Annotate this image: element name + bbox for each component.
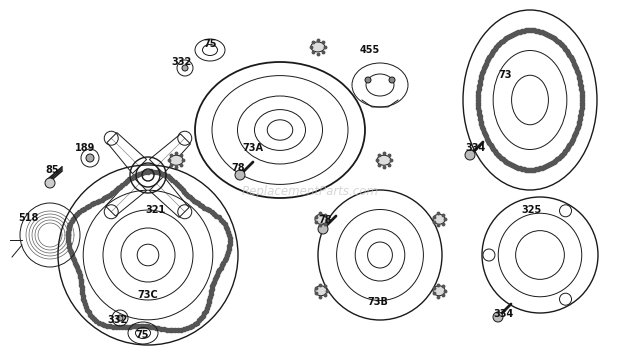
Ellipse shape bbox=[315, 214, 327, 224]
Text: 73: 73 bbox=[498, 70, 511, 80]
Circle shape bbox=[182, 65, 188, 71]
Circle shape bbox=[235, 170, 245, 180]
Circle shape bbox=[318, 224, 328, 234]
Text: 78: 78 bbox=[231, 163, 245, 173]
Text: 75: 75 bbox=[203, 39, 217, 49]
Text: 455: 455 bbox=[360, 45, 380, 55]
Text: 75: 75 bbox=[135, 330, 149, 340]
Circle shape bbox=[493, 312, 503, 322]
Text: 73A: 73A bbox=[242, 143, 264, 153]
Ellipse shape bbox=[169, 155, 183, 165]
Text: 73C: 73C bbox=[138, 290, 158, 300]
Text: 332: 332 bbox=[108, 315, 128, 325]
Circle shape bbox=[389, 77, 395, 83]
Text: 189: 189 bbox=[75, 143, 95, 153]
Text: 321: 321 bbox=[145, 205, 165, 215]
Text: 85: 85 bbox=[45, 165, 59, 175]
Text: 332: 332 bbox=[171, 57, 191, 67]
Text: 73B: 73B bbox=[368, 297, 389, 307]
Circle shape bbox=[117, 315, 123, 321]
Text: 334: 334 bbox=[466, 143, 486, 153]
Ellipse shape bbox=[377, 155, 391, 165]
Circle shape bbox=[365, 77, 371, 83]
Text: 334: 334 bbox=[493, 309, 513, 319]
Ellipse shape bbox=[315, 286, 327, 296]
Ellipse shape bbox=[433, 286, 445, 296]
Text: 78: 78 bbox=[318, 215, 332, 225]
Circle shape bbox=[45, 178, 55, 188]
Text: 325: 325 bbox=[522, 205, 542, 215]
Text: 518: 518 bbox=[18, 213, 38, 223]
Circle shape bbox=[465, 150, 475, 160]
Ellipse shape bbox=[512, 75, 549, 125]
Text: ReplacementParts.com: ReplacementParts.com bbox=[242, 185, 378, 199]
Ellipse shape bbox=[311, 42, 325, 52]
Circle shape bbox=[86, 154, 94, 162]
Ellipse shape bbox=[433, 214, 445, 224]
